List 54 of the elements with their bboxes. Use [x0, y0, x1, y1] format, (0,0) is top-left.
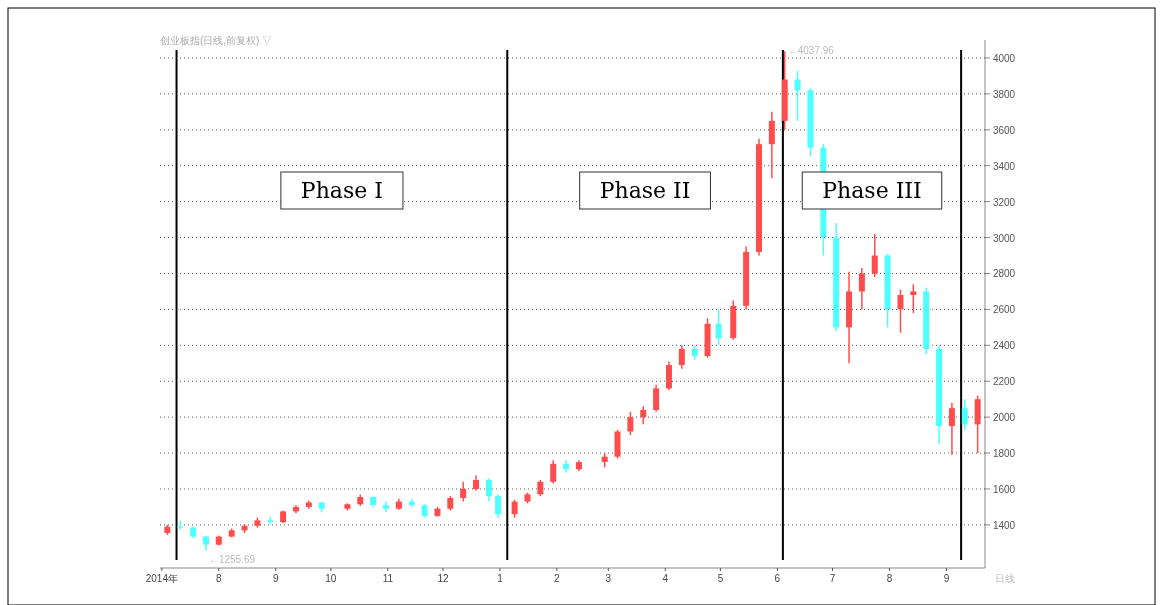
x-tick-label: 1 [497, 573, 504, 584]
candlestick [910, 283, 917, 314]
candlestick [460, 481, 467, 503]
annotation: ←4037.96 [787, 45, 835, 57]
candlestick [715, 308, 722, 347]
annotation: ←1255.69 [208, 553, 256, 565]
candlestick [948, 402, 955, 456]
candlestick [485, 477, 492, 503]
x-tick-label: 12 [437, 573, 449, 584]
x-tick-label: 5 [717, 573, 724, 584]
x-tick-label: 2 [554, 573, 561, 584]
y-tick-label: 1600 [992, 483, 1016, 495]
annotation: Phase III [822, 178, 922, 203]
candlestick [550, 459, 557, 485]
y-tick-label: 2600 [992, 304, 1016, 316]
x-tick-label: 8 [216, 573, 223, 584]
y-tick-label: 2000 [992, 412, 1016, 424]
y-tick-label: 3800 [992, 88, 1016, 100]
candlestick [768, 111, 775, 180]
x-tick-label: 8 [886, 573, 893, 584]
candlestick [627, 411, 634, 436]
annotation: Phase II [599, 178, 691, 203]
candlestick [678, 344, 685, 370]
candlestick [267, 516, 274, 525]
y-tick-label: 4000 [992, 52, 1016, 64]
candlestick [961, 398, 968, 431]
x-tick-label: 2014年 [145, 573, 178, 584]
candlestick [897, 288, 904, 334]
y-tick-label: 3200 [992, 196, 1016, 208]
x-tick-label: 6 [774, 573, 781, 584]
x-tick-label: 9 [943, 573, 950, 584]
annotation: Phase I [300, 178, 383, 203]
y-tick-label: 2400 [992, 340, 1016, 352]
candlestick [794, 69, 801, 122]
x-tick-label: 7 [829, 573, 836, 584]
x-tick-label: 10 [325, 573, 337, 584]
x-tick-label: 4 [662, 573, 669, 584]
x-tick-label: 3 [605, 573, 612, 584]
candlestick [495, 493, 502, 519]
y-tick-label: 1800 [992, 448, 1016, 460]
y-tick-label: 2200 [992, 376, 1016, 388]
candlestick [858, 267, 865, 311]
y-tick-label: 1400 [992, 519, 1016, 531]
y-tick-label: 2800 [992, 268, 1016, 280]
x-tick-label: 11 [382, 573, 394, 584]
x-tick-label: 9 [272, 573, 279, 584]
y-tick-label: 3600 [992, 124, 1016, 136]
candlestick [665, 360, 672, 391]
candlestick [871, 233, 878, 278]
y-tick-label: 3400 [992, 160, 1016, 172]
candlestick [653, 384, 660, 413]
candlestick [177, 519, 184, 531]
chart-title: 创业板指(日线,前复权) ▽ [160, 35, 273, 46]
y-tick-label: 3000 [992, 232, 1016, 244]
